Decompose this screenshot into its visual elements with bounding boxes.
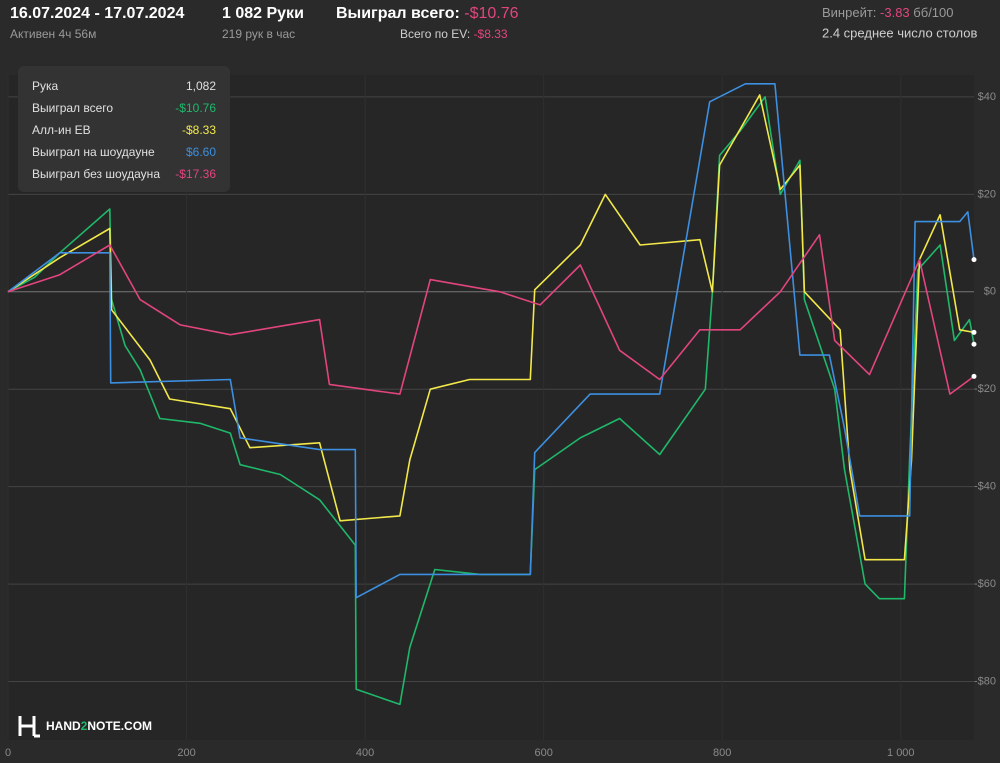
end-point [971,257,977,263]
won-label: Выиграл всего: -$10.76 [336,5,519,22]
hands-count: 1 082 Руки [222,5,304,22]
x-tick-label: 400 [356,747,374,759]
active-time: Активен 4ч 56м [10,27,96,41]
x-tick-label: 600 [534,747,552,759]
winrate-value: -3.83 [880,5,910,20]
legend-value: $6.60 [186,145,216,159]
series-line [7,83,975,599]
logo-part: 2 [81,719,88,733]
end-point [971,341,977,347]
tables-avg: 2.4 среднее число столов [822,25,978,40]
logo-part: NOTE.COM [87,719,152,733]
y-tick-label: $0 [984,286,996,298]
x-tick-label: 800 [713,747,731,759]
end-point [971,373,977,379]
y-tick-label: -$40 [974,481,996,493]
x-tick-label: 200 [177,747,195,759]
legend-value: -$10.76 [175,101,216,115]
legend-value: 1,082 [186,79,216,93]
series-line [7,96,975,706]
y-tick-label: $20 [978,188,996,200]
legend-label: Рука [32,79,59,93]
logo-part: HAND [46,719,81,733]
series-line [7,94,975,561]
y-tick-label: $40 [978,91,996,103]
logo-text: HAND2NOTE.COM [46,719,152,733]
x-tick-label: 0 [5,747,11,759]
end-point [971,329,977,335]
logo: HAND2NOTE.COM [18,716,152,738]
legend-label: Алл-ин EB [32,123,91,137]
legend: Рука 1,082 Выиграл всего -$10.76 Алл-ин EB… [18,66,230,192]
hands-rate: 219 рук в час [222,27,295,41]
date-range: 16.07.2024 - 17.07.2024 [10,5,184,22]
logo-icon [18,716,40,738]
won-label: Выиграл всего: [336,5,460,22]
y-tick-label: -$80 [974,675,996,687]
ev-label: Всего по EV: [400,27,470,41]
ev-value: -$8.33 [474,27,508,41]
legend-value: -$8.33 [182,123,216,137]
y-tick-label: -$20 [974,383,996,395]
winrate-unit: бб/100 [913,5,953,20]
legend-box [18,66,230,192]
ev-label: Всего по EV: -$8.33 [400,27,508,41]
won-value: -$10.76 [464,5,518,22]
winrate: Винрейт: -3.83 бб/100 [822,5,954,20]
legend-label: Выиграл без шоудауна [32,167,160,181]
x-tick-label: 1 000 [887,747,915,759]
y-tick-label: -$60 [974,578,996,590]
legend-value: -$17.36 [175,167,216,181]
legend-label: Выиграл на шоудауне [32,145,155,159]
winrate-label: Винрейт: [822,5,876,20]
series-line [7,234,975,395]
legend-label: Выиграл всего [32,101,113,115]
